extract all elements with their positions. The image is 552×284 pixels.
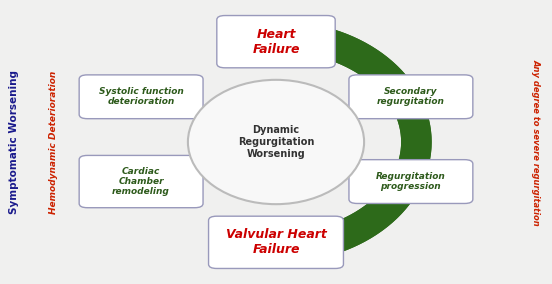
Text: Dynamic
Regurgitation
Worsening: Dynamic Regurgitation Worsening [238,126,314,158]
FancyBboxPatch shape [209,216,343,268]
Ellipse shape [188,80,364,204]
Text: Cardiac
Chamber
remodeling: Cardiac Chamber remodeling [112,167,170,197]
FancyBboxPatch shape [349,75,473,119]
Text: Secondary
regurgitation: Secondary regurgitation [377,87,445,106]
Text: Regurgitation
progression: Regurgitation progression [376,172,446,191]
Text: Hemodynamic Deterioration: Hemodynamic Deterioration [49,70,57,214]
FancyBboxPatch shape [349,160,473,203]
FancyBboxPatch shape [79,75,203,119]
Text: Any degree to severe regurgitation: Any degree to severe regurgitation [532,59,540,225]
FancyBboxPatch shape [79,155,203,208]
Text: Systolic function
deterioration: Systolic function deterioration [99,87,183,106]
Text: Symptomatic Worsening: Symptomatic Worsening [9,70,19,214]
FancyBboxPatch shape [217,16,335,68]
Text: Valvular Heart
Failure: Valvular Heart Failure [226,228,326,256]
Text: Heart
Failure: Heart Failure [252,28,300,56]
